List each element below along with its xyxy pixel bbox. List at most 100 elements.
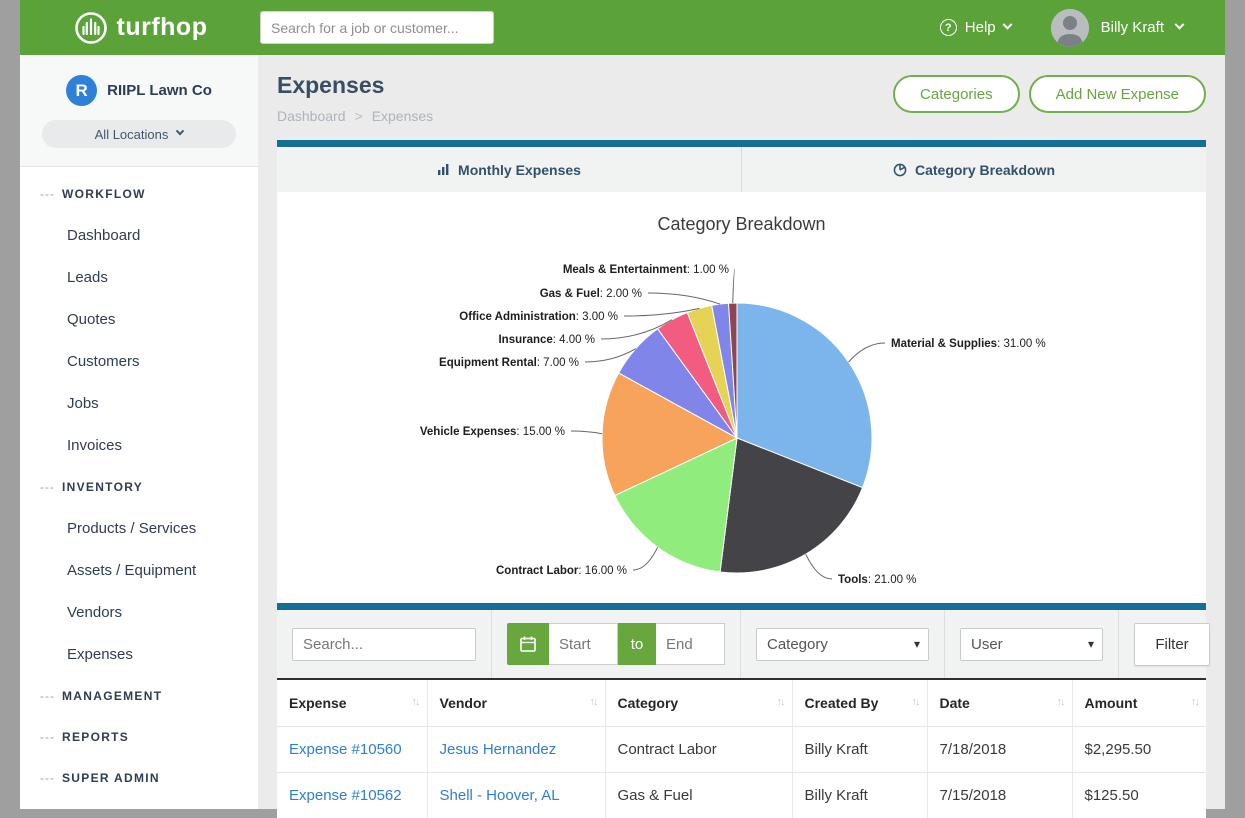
table-cell: Contract Labor <box>605 726 792 772</box>
breadcrumb-expenses: Expenses <box>372 108 433 124</box>
table-cell: $2,295.50 <box>1072 726 1206 772</box>
sidebar-item-assets-equipment[interactable]: Assets / Equipment <box>20 549 258 591</box>
divider-bar-top <box>277 140 1206 147</box>
column-header-created-by[interactable]: Created By <box>792 679 927 726</box>
categories-button[interactable]: Categories <box>893 75 1020 113</box>
sidebar-item-leads[interactable]: Leads <box>20 256 258 298</box>
pie-label: Material & Supplies: 31.00 % <box>891 338 1046 350</box>
brand-logo[interactable]: turfhop <box>20 10 260 46</box>
table-header-row: Expense Vendor Category Created By DateAmoun… <box>277 679 1206 726</box>
table-cell: Billy Kraft <box>792 726 927 772</box>
vendor-link[interactable]: Shell - Hoover, AL <box>440 787 560 804</box>
tab-label: Monthly Expenses <box>458 162 581 178</box>
person-icon <box>1051 9 1089 47</box>
user-menu[interactable]: Billy Kraft <box>1051 9 1183 47</box>
expense-link[interactable]: Expense #10562 <box>289 787 402 804</box>
help-label: Help <box>965 19 996 36</box>
global-search-input[interactable] <box>260 11 494 44</box>
sort-icon[interactable] <box>912 696 919 708</box>
sort-icon[interactable] <box>1057 696 1064 708</box>
sidebar-item-products-services[interactable]: Products / Services <box>20 507 258 549</box>
page-actions: Categories Add New Expense <box>893 75 1206 113</box>
question-circle-icon <box>940 19 957 36</box>
category-select[interactable]: Category <box>756 628 929 661</box>
sidebar-nav: WORKFLOW DashboardLeadsQuotesCustomersJob… <box>20 167 258 798</box>
table-cell: Expense #10560 <box>277 726 427 772</box>
main-content: Expenses Dashboard Expenses Categories A… <box>258 55 1225 809</box>
page-header: Expenses Dashboard Expenses Categories A… <box>277 55 1206 140</box>
help-menu[interactable]: Help <box>940 19 1011 36</box>
filter-date-group: to <box>492 610 741 678</box>
sidebar-section-management[interactable]: MANAGEMENT <box>20 675 258 716</box>
expense-link[interactable]: Expense #10560 <box>289 741 402 758</box>
add-new-expense-button[interactable]: Add New Expense <box>1029 75 1206 113</box>
sidebar-item-jobs[interactable]: Jobs <box>20 382 258 424</box>
sidebar-item-quotes[interactable]: Quotes <box>20 298 258 340</box>
column-label: Vendor <box>440 695 487 711</box>
user-select[interactable]: User <box>960 628 1103 661</box>
locations-dropdown[interactable]: All Locations <box>42 120 236 148</box>
sort-icon[interactable] <box>590 696 597 708</box>
sidebar-item-expenses[interactable]: Expenses <box>20 633 258 675</box>
pie-label: Gas & Fuel: 2.00 % <box>540 288 642 300</box>
brand-name: turfhop <box>117 13 208 42</box>
pie-label: Contract Labor: 16.00 % <box>496 565 627 577</box>
top-header: turfhop Help Billy Kraft <box>20 0 1225 55</box>
column-header-expense[interactable]: Expense <box>277 679 427 726</box>
sort-icon[interactable] <box>1191 696 1198 708</box>
sort-icon[interactable] <box>777 696 784 708</box>
pie-label-connector <box>571 431 602 434</box>
dashes-icon <box>40 730 62 744</box>
column-header-amount[interactable]: Amount <box>1072 679 1206 726</box>
breadcrumb-dashboard[interactable]: Dashboard <box>277 108 346 124</box>
sidebar-section-label: WORKFLOW <box>62 187 146 201</box>
table-cell: 7/15/2018 <box>927 772 1072 818</box>
tab-monthly-expenses[interactable]: Monthly Expenses <box>277 147 741 192</box>
tab-category-breakdown[interactable]: Category Breakdown <box>741 147 1206 192</box>
pie-label: Office Administration: 3.00 % <box>459 311 618 323</box>
pie-label-connector <box>849 343 885 362</box>
filter-search-group <box>277 610 492 678</box>
chevron-down-icon <box>1175 20 1185 30</box>
pie-label-connector <box>633 547 658 570</box>
sidebar: R RIIPL Lawn Co All Locations WORKFLOW Da… <box>20 55 258 809</box>
expenses-table: Expense Vendor Category Created By DateAmoun… <box>277 678 1206 818</box>
header-right: Help Billy Kraft <box>940 9 1225 47</box>
vendor-link[interactable]: Jesus Hernandez <box>440 741 557 758</box>
sidebar-item-customers[interactable]: Customers <box>20 340 258 382</box>
user-select-value: User <box>971 636 1003 653</box>
filter-button[interactable]: Filter <box>1134 623 1210 666</box>
pie-label: Meals & Entertainment: 1.00 % <box>563 264 729 276</box>
sidebar-section-inventory[interactable]: INVENTORY <box>20 466 258 507</box>
sidebar-company-block: R RIIPL Lawn Co All Locations <box>20 55 258 167</box>
chevron-down-icon <box>1002 20 1012 30</box>
column-header-vendor[interactable]: Vendor <box>427 679 605 726</box>
pie-label: Equipment Rental: 7.00 % <box>439 357 579 369</box>
calendar-button[interactable] <box>507 623 549 665</box>
chart-tabs: Monthly Expenses Category Breakdown <box>277 147 1206 192</box>
user-name: Billy Kraft <box>1101 19 1164 36</box>
filter-user-group: User <box>945 610 1119 678</box>
column-header-category[interactable]: Category <box>605 679 792 726</box>
column-label: Created By <box>805 695 879 711</box>
sidebar-item-dashboard[interactable]: Dashboard <box>20 214 258 256</box>
category-breakdown-pie: Material & Supplies: 31.00 %Tools: 21.00… <box>277 192 1206 603</box>
company-name: RIIPL Lawn Co <box>107 82 212 99</box>
sidebar-section-reports[interactable]: REPORTS <box>20 716 258 757</box>
sidebar-section-workflow[interactable]: WORKFLOW <box>20 173 258 214</box>
pie-chart-panel: Category Breakdown Material & Supplies: … <box>277 192 1206 603</box>
dashes-icon <box>40 689 62 703</box>
table-search-input[interactable] <box>292 628 476 661</box>
sidebar-item-invoices[interactable]: Invoices <box>20 424 258 466</box>
sidebar-section-super-admin[interactable]: SUPER ADMIN <box>20 757 258 798</box>
table-row: Expense #10560 Jesus Hernandez Contract La… <box>277 726 1206 772</box>
divider-bar-bottom <box>277 603 1206 610</box>
locations-label: All Locations <box>95 127 169 142</box>
table-cell: Shell - Hoover, AL <box>427 772 605 818</box>
column-header-date[interactable]: Date <box>927 679 1072 726</box>
sort-icon[interactable] <box>412 696 419 708</box>
date-end-input[interactable] <box>656 623 725 665</box>
date-to-label: to <box>618 623 656 665</box>
date-start-input[interactable] <box>549 623 618 665</box>
sidebar-item-vendors[interactable]: Vendors <box>20 591 258 633</box>
